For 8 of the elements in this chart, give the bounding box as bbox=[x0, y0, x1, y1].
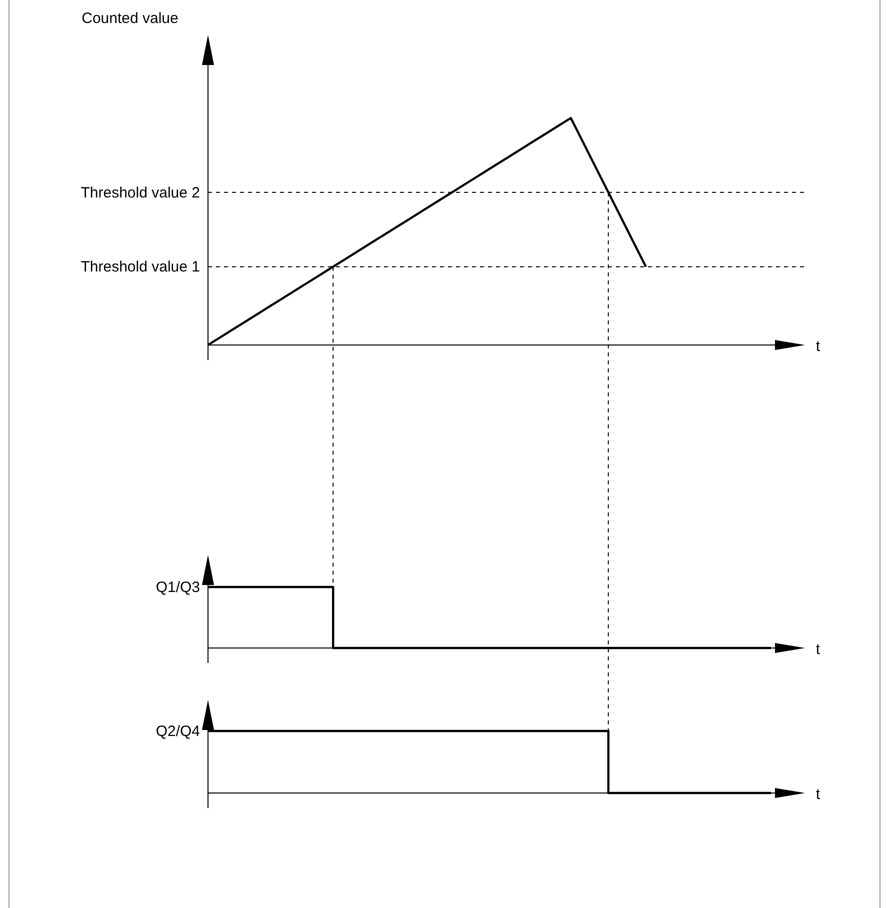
y-axis-title: Counted value bbox=[82, 10, 178, 27]
y-axis-title: Q2/Q4 bbox=[156, 723, 200, 740]
x-axis-title: t bbox=[816, 786, 821, 803]
ref-line-label: Threshold value 2 bbox=[80, 184, 200, 202]
ref-line-label: Threshold value 1 bbox=[80, 258, 200, 276]
x-axis-title: t bbox=[816, 641, 821, 658]
x-axis-title: t bbox=[816, 338, 821, 355]
y-axis-title: Q1/Q3 bbox=[156, 579, 200, 596]
